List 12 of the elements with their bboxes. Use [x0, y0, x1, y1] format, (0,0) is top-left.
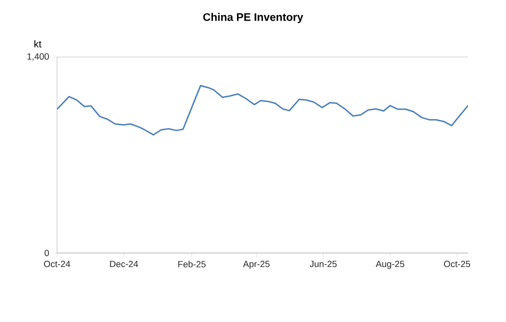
x-tick-label: Oct-25	[444, 260, 470, 268]
y-tick-label: 1,400	[27, 53, 49, 61]
x-tick-label: Dec-24	[110, 260, 138, 268]
x-tick-label: Feb-25	[178, 260, 206, 268]
x-tick-label: Oct-24	[44, 260, 70, 268]
y-tick-label: 0	[44, 250, 49, 256]
line-series	[57, 84, 468, 136]
y-axis-title: kt	[34, 40, 42, 48]
x-tick-label: Aug-25	[376, 260, 404, 269]
x-tick-label: Jun-25	[310, 260, 337, 268]
x-tick-label: Apr-25	[243, 260, 270, 269]
chart-title: China PE Inventory	[203, 12, 304, 24]
